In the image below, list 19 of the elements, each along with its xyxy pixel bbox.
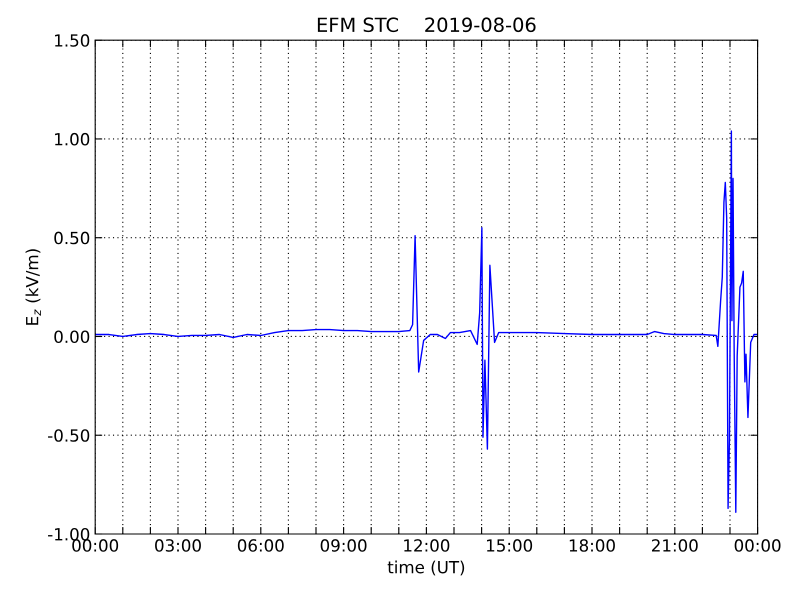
y-tick-label: -0.50 (48, 429, 90, 442)
chart-title: EFM STC 2019-08-06 (318, 17, 536, 32)
y-tick-label: -1.00 (48, 528, 90, 541)
y-tick-label: 1.00 (55, 132, 90, 146)
y-axis-title: E$_{z}$ (kV/m) (26, 249, 41, 325)
y-tick-label: 0.50 (54, 232, 90, 244)
x-tick-label: 00:00 (72, 539, 118, 552)
x-tick-label: 21:00 (652, 539, 698, 552)
x-tick-label: 03:00 (155, 539, 201, 552)
y-tick-label: 1.50 (55, 34, 90, 47)
x-tick-label: 18:00 (570, 539, 615, 552)
x-tick-label: 12:00 (404, 539, 450, 552)
y-tick-label: 0.00 (54, 330, 90, 344)
x-tick-label: 00:00 (734, 539, 781, 552)
x-tick-label: 06:00 (238, 539, 284, 552)
x-tick-label: 09:00 (320, 539, 367, 552)
x-axis-title: time (UT) (388, 560, 464, 576)
x-tick-label: 15:00 (487, 539, 532, 552)
line-series (95, 130, 758, 513)
